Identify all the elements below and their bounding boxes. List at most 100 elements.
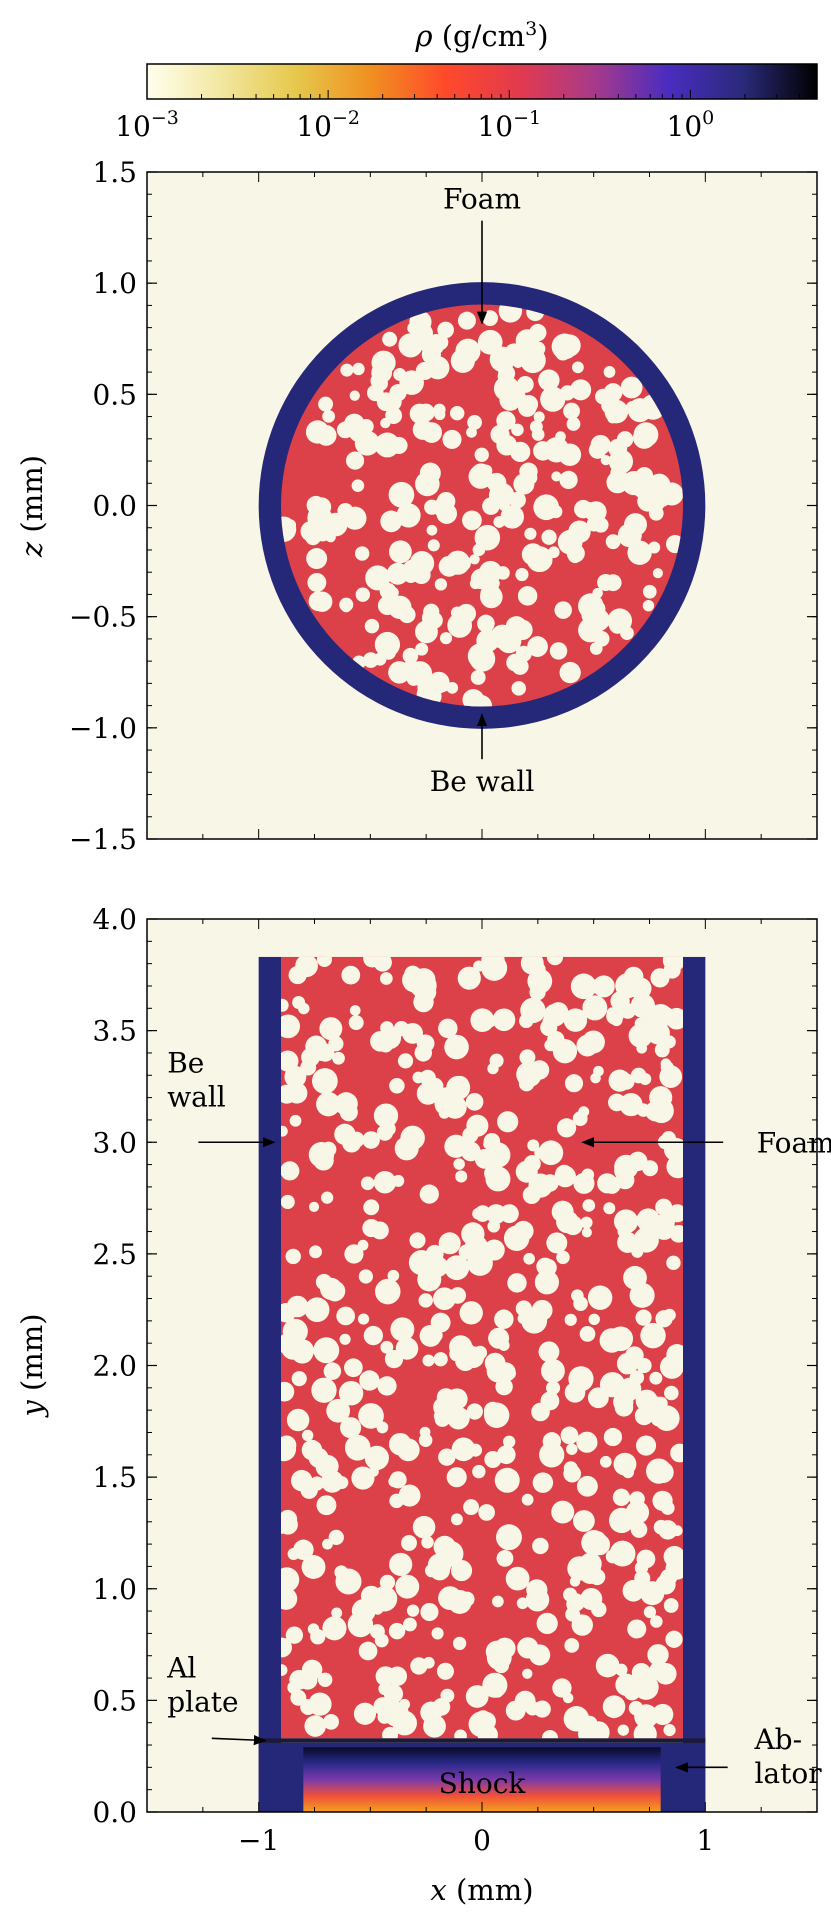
foam-pore xyxy=(570,379,592,401)
foam-pore xyxy=(514,1690,536,1712)
foam-pore xyxy=(301,1555,326,1579)
foam-pore xyxy=(286,1082,308,1104)
foam-pore xyxy=(541,1174,559,1192)
foam-pore xyxy=(492,1008,516,1032)
y-tick-label: 1.5 xyxy=(92,1461,137,1494)
foam-pore xyxy=(566,1443,578,1455)
foam-pore xyxy=(301,1047,320,1067)
foam-pore xyxy=(635,1389,658,1412)
foam-pore xyxy=(328,1529,344,1546)
foam-pore xyxy=(306,495,326,515)
foam-pore xyxy=(659,1065,683,1088)
foam-pore xyxy=(563,402,580,420)
foam-pore xyxy=(549,505,563,519)
top-ticks: 1.5 1.0 0.5 0.0 −0.5 −1.0 −1.5 xyxy=(69,156,818,856)
foam-pore xyxy=(587,1721,610,1739)
foam-pore xyxy=(344,1358,363,1378)
foam-pore xyxy=(368,1466,379,1477)
foam-pore xyxy=(308,1201,320,1212)
foam-pore xyxy=(419,1184,439,1204)
foam-pore xyxy=(281,1381,295,1402)
foam-pore xyxy=(663,1598,679,1613)
foam-pore xyxy=(562,1692,574,1704)
foam-pore xyxy=(628,1151,648,1172)
foam-pore xyxy=(426,1077,444,1095)
foam-pore xyxy=(512,619,533,640)
foam-pore xyxy=(322,1616,347,1641)
bottom-ylabel: y (mm) xyxy=(15,1313,49,1418)
y-tick-label: −1.0 xyxy=(69,712,137,745)
foam-pore xyxy=(444,1034,469,1060)
foam-pore xyxy=(438,555,460,577)
foam-pore xyxy=(444,1136,465,1157)
foam-pore xyxy=(392,1710,417,1736)
y-tick-label: 4.0 xyxy=(92,903,137,936)
foam-pore xyxy=(434,409,446,421)
foam-pore xyxy=(285,1248,301,1265)
foam-pore xyxy=(648,1098,674,1124)
foam-pore xyxy=(366,576,378,588)
be-wall-left xyxy=(258,956,281,1812)
foam-pore xyxy=(308,1692,332,1716)
foam-pore xyxy=(500,505,525,529)
foam-pore xyxy=(421,1536,434,1549)
foam-pore xyxy=(494,1637,516,1659)
foam-pore xyxy=(599,1328,625,1353)
foam-pore xyxy=(469,554,480,565)
foam-pore xyxy=(311,1377,337,1403)
foam-pore xyxy=(624,513,647,536)
foam-pore xyxy=(364,618,380,634)
foam-pore xyxy=(450,1513,463,1526)
foam-pore xyxy=(378,1026,402,1050)
foam-pore xyxy=(515,1160,538,1183)
foam-pore xyxy=(520,347,546,374)
annotation-label: Ab- xyxy=(753,1723,802,1756)
foam-pore xyxy=(627,1619,647,1639)
foam-pore xyxy=(610,464,627,482)
foam-pore xyxy=(450,606,464,620)
foam-pore xyxy=(635,1435,657,1456)
foam-pore xyxy=(515,567,529,582)
foam-pore xyxy=(643,1605,657,1619)
foam-pore xyxy=(473,1345,488,1360)
foam-pore xyxy=(529,961,546,978)
foam-pore xyxy=(323,1362,342,1380)
foam-pore xyxy=(437,680,450,692)
foam-pore xyxy=(457,311,476,330)
foam-pore xyxy=(524,527,537,540)
foam-pore xyxy=(516,376,534,393)
foam-pore xyxy=(479,560,502,584)
foam-pore xyxy=(552,1678,572,1698)
foam-pore xyxy=(422,1354,435,1367)
foam-pore xyxy=(619,1093,643,1117)
foam-pore xyxy=(480,583,501,605)
foam-pore xyxy=(660,1501,675,1515)
foam-pore xyxy=(281,1194,295,1210)
foam-pore xyxy=(433,1352,448,1367)
foam-pore xyxy=(633,1227,659,1253)
foam-pore xyxy=(412,1515,436,1539)
foam-pore xyxy=(281,1509,298,1529)
foam-pore xyxy=(541,1359,565,1383)
foam-pore xyxy=(285,1626,304,1644)
foam-pore xyxy=(548,1002,569,1023)
y-tick-label: 1.5 xyxy=(92,156,137,189)
foam-pore xyxy=(572,1111,588,1127)
foam-pore xyxy=(451,1437,476,1462)
foam-pore xyxy=(385,407,403,425)
foam-pore xyxy=(417,403,435,422)
annotation-label: Al xyxy=(166,1652,196,1685)
foam-pore xyxy=(527,636,548,657)
foam-pore xyxy=(366,384,384,402)
foam-pore xyxy=(375,1278,401,1305)
annotation-label: Foam xyxy=(757,1126,831,1159)
foam-pore xyxy=(348,1015,364,1031)
foam-pore xyxy=(345,451,365,470)
foam-pore xyxy=(492,1595,504,1608)
foam-pore xyxy=(552,1039,578,1064)
foam-pore xyxy=(534,1270,560,1295)
foam-pore xyxy=(332,1051,345,1065)
